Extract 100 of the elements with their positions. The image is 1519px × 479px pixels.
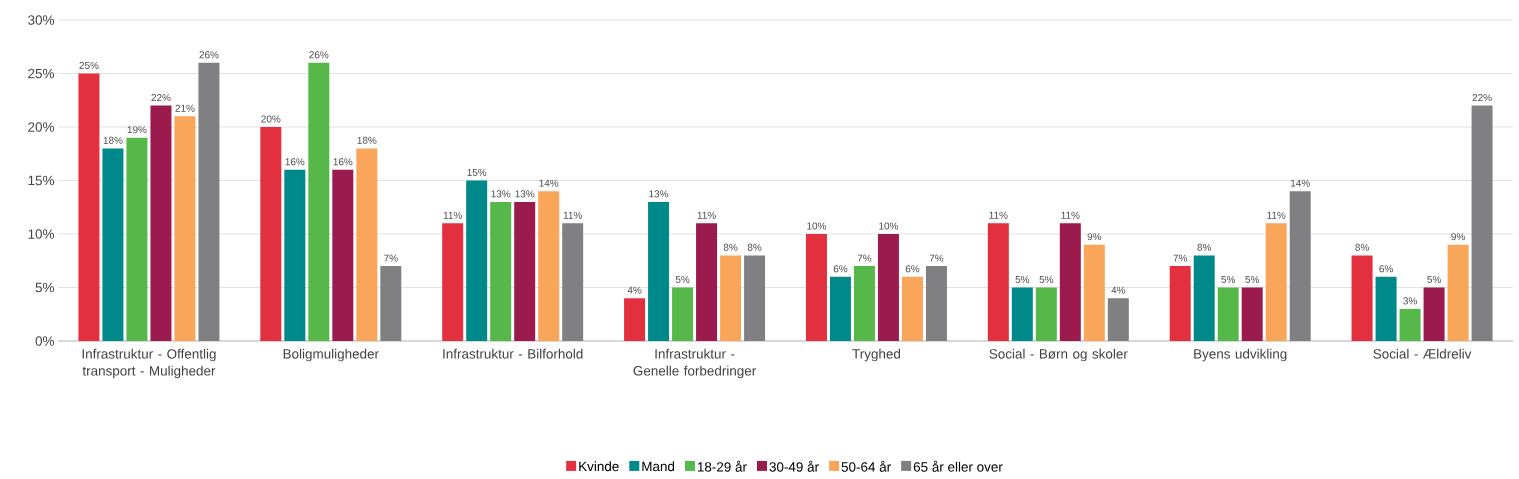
- data-label: 5%: [1221, 275, 1236, 283]
- data-label: 26%: [199, 51, 219, 59]
- data-label: 6%: [905, 265, 920, 273]
- data-label: 7%: [384, 254, 398, 262]
- y-tick-label: 0%: [35, 336, 54, 346]
- y-tick-label: 10%: [28, 229, 54, 239]
- y-tick-label: 30%: [28, 15, 54, 25]
- data-label: 22%: [151, 94, 171, 102]
- data-label: 5%: [1427, 275, 1441, 283]
- bar: [1289, 191, 1311, 341]
- data-label: 9%: [1451, 233, 1465, 241]
- data-label: 8%: [747, 243, 762, 251]
- data-label: 8%: [1197, 243, 1212, 251]
- data-label: 4%: [1111, 286, 1126, 294]
- data-label: 6%: [833, 265, 848, 273]
- bar: [1217, 287, 1239, 341]
- bar: [78, 73, 100, 341]
- bar: [442, 223, 464, 341]
- bar: [901, 276, 923, 341]
- bar: [466, 180, 488, 341]
- bar: [514, 201, 536, 341]
- legend-label: 50-64 år: [841, 460, 891, 472]
- data-label: 9%: [1087, 233, 1102, 241]
- bar: [696, 223, 718, 341]
- bar: [538, 191, 560, 341]
- bar: [1471, 105, 1493, 341]
- data-label: 25%: [79, 61, 99, 69]
- bar: [1265, 223, 1287, 341]
- data-label: 7%: [1173, 254, 1188, 262]
- bar: [672, 287, 694, 341]
- data-label: 21%: [175, 104, 195, 112]
- data-label: 16%: [333, 158, 353, 166]
- x-tick-label: Infrastruktur - Bilforhold: [443, 348, 583, 359]
- bar: [1035, 287, 1057, 341]
- bar: [356, 148, 378, 341]
- bar: [805, 234, 827, 341]
- data-label: 10%: [807, 222, 827, 230]
- data-label: 16%: [285, 158, 305, 166]
- bar: [624, 298, 646, 341]
- data-label: 8%: [1355, 243, 1369, 251]
- legend-label: Kvinde: [579, 461, 619, 472]
- data-label: 6%: [1379, 265, 1393, 273]
- bar: [829, 276, 851, 341]
- data-label: 5%: [1039, 275, 1054, 283]
- x-tick-label: Infrastruktur - Genelle forbedringer: [633, 348, 756, 379]
- y-tick-label: 5%: [35, 282, 54, 293]
- data-label: 5%: [1015, 275, 1030, 283]
- bar: [284, 169, 306, 341]
- bar: [150, 105, 172, 341]
- data-label: 20%: [261, 115, 281, 123]
- bar: [332, 169, 354, 341]
- bar: [1193, 255, 1215, 341]
- bar: [490, 201, 512, 341]
- bar: [1011, 287, 1033, 341]
- x-tick-label: Tryghed: [852, 348, 900, 362]
- y-tick-label: 20%: [28, 122, 54, 132]
- bar: [1375, 276, 1397, 341]
- data-label: 8%: [723, 243, 738, 251]
- data-label: 4%: [627, 286, 642, 294]
- data-label: 7%: [857, 254, 872, 262]
- bar: [987, 223, 1009, 341]
- data-label: 5%: [675, 275, 690, 283]
- bar: [1107, 298, 1129, 341]
- data-label: 13%: [515, 190, 535, 198]
- data-label: 22%: [1472, 94, 1492, 102]
- data-label: 11%: [563, 211, 582, 219]
- bar: [562, 223, 584, 341]
- bar: [1059, 223, 1081, 341]
- data-label: 11%: [443, 211, 462, 219]
- bar: [1399, 308, 1421, 341]
- bar: [380, 266, 402, 341]
- legend-label: 65 år eller over: [913, 460, 1003, 472]
- bar: [648, 201, 670, 341]
- bar: [102, 148, 124, 341]
- legend-label: 18-29 år: [697, 460, 747, 472]
- data-label: 11%: [1061, 211, 1080, 219]
- data-label: 11%: [989, 211, 1008, 219]
- bar: [744, 255, 766, 341]
- data-label: 3%: [1403, 297, 1417, 305]
- bar: [1351, 255, 1373, 341]
- x-tick-label: Social - Ældreliv: [1373, 348, 1472, 359]
- bar: [720, 255, 742, 341]
- x-tick-label: Byens udvikling: [1194, 348, 1287, 362]
- bar: [877, 234, 899, 341]
- bar: [853, 266, 875, 341]
- bar: [1083, 244, 1105, 341]
- data-label: 14%: [1290, 179, 1310, 187]
- bar: [1241, 287, 1263, 341]
- bar: [925, 266, 947, 341]
- bar: [174, 116, 196, 341]
- data-label: 11%: [697, 211, 716, 219]
- bar: [1447, 244, 1469, 341]
- legend-label: 30-49 år: [769, 460, 819, 472]
- bar: [198, 62, 220, 341]
- bar: [126, 137, 148, 341]
- bar: [1423, 287, 1445, 341]
- data-label: 14%: [539, 179, 559, 187]
- data-label: 18%: [357, 136, 377, 144]
- y-tick-label: 15%: [28, 175, 54, 186]
- bar: [260, 127, 282, 341]
